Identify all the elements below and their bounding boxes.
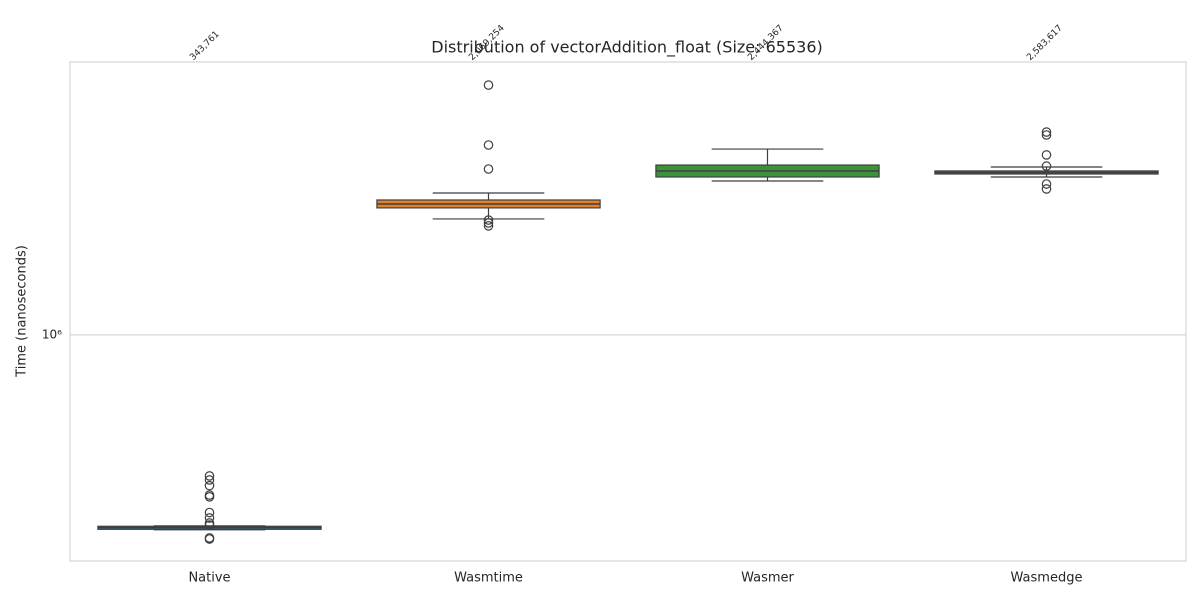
- y-axis-label: Time (nanoseconds): [15, 245, 30, 378]
- outlier: [483, 164, 494, 174]
- outlier: [1041, 161, 1052, 171]
- annotation: 2,583,617: [1025, 23, 1064, 62]
- outlier: [483, 140, 494, 150]
- outlier: [483, 80, 494, 90]
- annotation: 343,761: [188, 30, 221, 63]
- outlier: [204, 534, 215, 544]
- outlier: [204, 513, 215, 523]
- outlier: [204, 480, 215, 491]
- outlier: [204, 520, 215, 530]
- x-tick-label: Wasmedge: [1011, 571, 1083, 586]
- outlier: [483, 221, 494, 231]
- x-tick-label: Wasmer: [741, 571, 794, 586]
- outlier: [483, 218, 494, 228]
- outlier: [1041, 130, 1052, 140]
- x-tick-label: Wasmtime: [454, 571, 523, 586]
- chart-title: Distribution of vectorAddition_float (Si…: [431, 38, 823, 58]
- outlier: [1041, 127, 1052, 137]
- outlier: [204, 492, 215, 502]
- x-tick-label: Native: [188, 571, 230, 586]
- outlier: [204, 475, 215, 485]
- outlier: [1041, 179, 1052, 189]
- outlier: [204, 471, 215, 481]
- plot-frame: [69, 61, 1187, 562]
- outlier: [1041, 184, 1052, 194]
- outlier: [204, 507, 215, 518]
- y-tick-label: 10⁶: [42, 327, 62, 341]
- outlier: [1041, 150, 1052, 160]
- outlier: [483, 215, 494, 225]
